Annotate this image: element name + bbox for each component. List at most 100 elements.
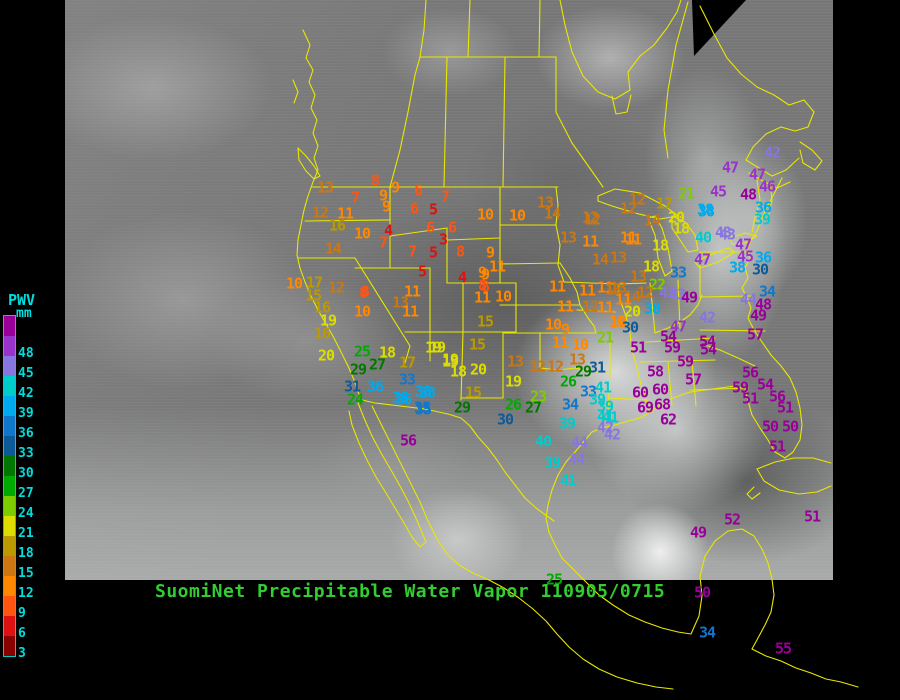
baja-peninsula [348, 402, 427, 548]
legend-block [4, 496, 15, 516]
station-value: 10 [508, 206, 526, 225]
station-value: 21 [677, 184, 695, 203]
station-value: 46 [758, 177, 776, 196]
station-value: 38 [697, 202, 715, 221]
station-value: 69 [636, 398, 654, 417]
station-value: 39 [753, 210, 771, 229]
station-value: 51 [776, 398, 794, 417]
station-value: 42 [596, 418, 614, 437]
station-value: 50 [761, 417, 779, 436]
station-value: 12 [528, 357, 546, 376]
station-value: 43 [668, 285, 686, 304]
station-value: 48 [739, 185, 757, 204]
station-value: 57 [746, 325, 764, 344]
station-value: 13 [604, 280, 622, 299]
legend-tick-label: 33 [18, 446, 34, 461]
station-value: 47 [748, 165, 766, 184]
station-value: 10 [544, 315, 562, 334]
station-value: 36 [391, 388, 409, 407]
station-value: 17 [398, 353, 416, 372]
station-value: 18 [651, 236, 669, 255]
hudson-bay [559, 0, 682, 100]
legend-tick-label: 3 [18, 646, 26, 661]
legend-block [4, 576, 15, 596]
station-value: 26 [504, 395, 522, 414]
legend-tick-label: 36 [18, 426, 34, 441]
station-value: 51 [803, 507, 821, 526]
station-value: 12 [628, 190, 646, 209]
station-value: 14 [643, 211, 661, 230]
station-value: 13 [609, 278, 627, 297]
station-value: 60 [651, 380, 669, 399]
station-value: 33 [579, 382, 597, 401]
station-value: 38 [418, 383, 436, 402]
station-value: 14 [324, 239, 342, 258]
station-value: 14 [623, 287, 641, 306]
station-value: 13 [316, 178, 334, 197]
station-value: 51 [629, 338, 647, 357]
station-value: 24 [346, 390, 364, 409]
station-value: 11 [473, 288, 491, 307]
station-value: 43 [718, 225, 736, 244]
lake-ontario [729, 232, 758, 245]
station-value: 25 [545, 570, 563, 589]
legend-tick-label: 39 [18, 406, 34, 421]
station-value: 13 [559, 228, 577, 247]
station-value: 10 [285, 274, 303, 293]
station-value: 56 [768, 387, 786, 406]
legend-block [4, 596, 15, 616]
station-value: 18 [672, 219, 690, 238]
mississippi-river [617, 283, 651, 413]
station-value: 18 [449, 362, 467, 381]
station-value: 38 [643, 299, 661, 318]
station-value: 56 [741, 363, 759, 382]
station-value: 49 [680, 288, 698, 307]
station-value: 41 [594, 378, 612, 397]
station-value: 35 [413, 398, 431, 417]
lake-huron [671, 215, 699, 253]
legend-block [4, 376, 15, 396]
station-value: 55 [774, 639, 792, 658]
station-value: 52 [723, 510, 741, 529]
station-value: 38 [728, 258, 746, 277]
station-value: 19 [428, 338, 446, 357]
station-value: 16 [313, 324, 331, 343]
station-value: 39 [588, 390, 606, 409]
station-value: 9 [560, 320, 570, 339]
station-value: 11 [403, 282, 421, 301]
station-value: 11 [624, 230, 642, 249]
station-value: 33 [669, 263, 687, 282]
station-value: 10 [494, 287, 512, 306]
station-value: 31 [588, 358, 606, 377]
station-value: 7 [350, 188, 360, 207]
legend-unit: mm [16, 306, 32, 321]
station-value: 50 [693, 583, 711, 602]
station-value: 13 [629, 267, 647, 286]
legend-block [4, 476, 15, 496]
station-value: 47 [734, 235, 752, 254]
station-value: 13 [391, 293, 409, 312]
station-value: 15 [476, 312, 494, 331]
station-value: 9 [477, 263, 487, 282]
station-value: 20 [667, 208, 685, 227]
station-value: 12 [581, 297, 599, 316]
station-value: 42 [603, 425, 621, 444]
station-value: 25 [353, 342, 371, 361]
station-value: 42 [763, 143, 781, 162]
legend-tick-label: 30 [18, 466, 34, 481]
legend-block [4, 556, 15, 576]
station-value: 34 [698, 623, 716, 642]
station-value: 13 [536, 193, 554, 212]
legend-block [4, 436, 15, 456]
map-title: SuomiNet Precipitable Water Vapor 110905… [155, 581, 666, 602]
station-value: 10 [571, 335, 589, 354]
legend-block [4, 396, 15, 416]
legend-tick-label: 24 [18, 506, 34, 521]
station-value: 36 [754, 198, 772, 217]
station-value: 15 [304, 286, 322, 305]
station-value: 10 [609, 313, 627, 332]
station-value: 8 [480, 277, 490, 296]
station-value: 9 [485, 243, 495, 262]
legend-tick-label: 12 [18, 586, 34, 601]
